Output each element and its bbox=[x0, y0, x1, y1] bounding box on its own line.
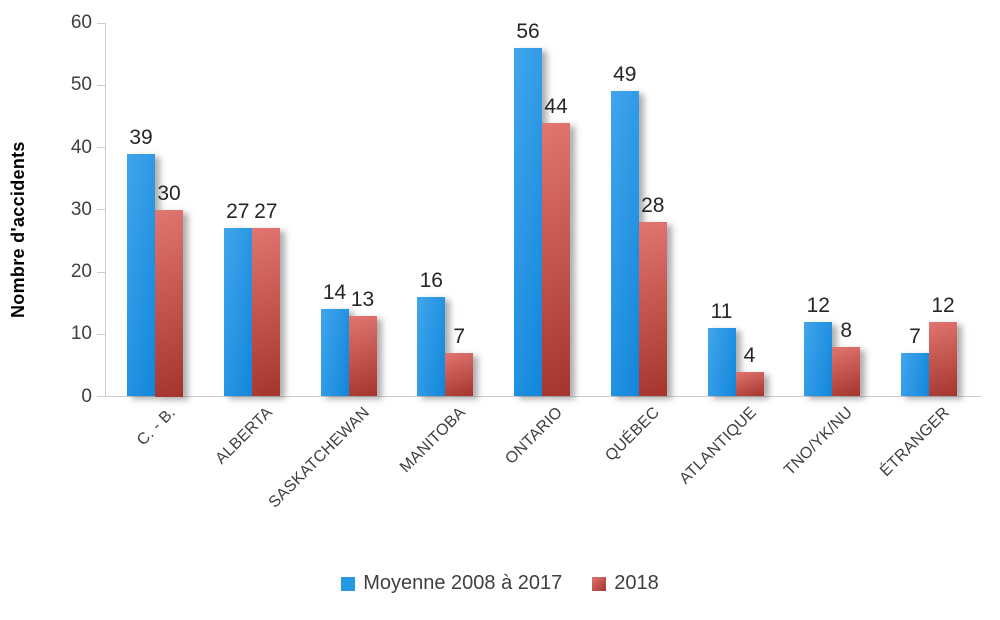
bar-2018 bbox=[832, 346, 861, 397]
x-axis-label: ÉTRANGER bbox=[877, 404, 954, 481]
bar-moyenne-2008-2017 bbox=[804, 321, 833, 397]
value-label: 56 bbox=[516, 19, 540, 43]
y-tick-label: 50 bbox=[70, 74, 92, 96]
legend-swatch-2018 bbox=[592, 576, 607, 591]
y-axis-line bbox=[105, 23, 106, 397]
y-axis-tick bbox=[97, 22, 105, 24]
bar-2018 bbox=[929, 321, 957, 397]
y-axis-title: Nombre d'accidents bbox=[8, 141, 28, 318]
legend-item: 2018 bbox=[592, 572, 659, 595]
value-label: 7 bbox=[453, 324, 466, 348]
value-label: 44 bbox=[544, 94, 568, 118]
bar-2018 bbox=[348, 315, 377, 397]
x-axis-label: ALBERTA bbox=[212, 404, 276, 468]
y-axis-tick bbox=[97, 396, 105, 397]
y-tick-label: 20 bbox=[70, 261, 92, 282]
value-label: 30 bbox=[157, 181, 181, 205]
legend-swatch-moyenne bbox=[341, 576, 356, 591]
value-label: 7 bbox=[909, 324, 921, 348]
x-axis-label: SASKATCHEWAN bbox=[265, 404, 373, 512]
value-label: 28 bbox=[641, 194, 665, 218]
y-axis-tick bbox=[97, 271, 105, 273]
bar-moyenne-2008-2017 bbox=[514, 47, 542, 397]
legend-label: Moyenne 2008 à 2017 bbox=[363, 572, 563, 594]
value-label: 8 bbox=[840, 318, 853, 342]
x-axis-label: ATLANTIQUE bbox=[675, 404, 760, 488]
bar-2018 bbox=[638, 222, 667, 397]
legend-item: Moyenne 2008 à 2017 bbox=[341, 572, 562, 595]
bar-moyenne-2008-2017 bbox=[901, 352, 929, 397]
bar-2018 bbox=[251, 228, 280, 397]
legend-label: 2018 bbox=[614, 572, 659, 594]
x-axis-line bbox=[105, 396, 981, 397]
x-axis-label: ONTARIO bbox=[502, 404, 567, 468]
x-axis-label: MANITOBA bbox=[397, 404, 470, 477]
bar-moyenne-2008-2017 bbox=[320, 309, 349, 397]
bar-2018 bbox=[735, 371, 764, 397]
bar-moyenne-2008-2017 bbox=[223, 228, 252, 397]
y-axis-tick bbox=[97, 84, 105, 86]
value-label: 14 bbox=[322, 281, 347, 305]
value-label: 13 bbox=[350, 287, 375, 311]
y-tick-label: 30 bbox=[70, 198, 92, 220]
value-label: 12 bbox=[806, 293, 830, 317]
y-tick-label: 40 bbox=[70, 136, 92, 158]
y-axis-tick bbox=[97, 209, 105, 211]
value-label: 4 bbox=[743, 343, 756, 367]
y-tick-label: 10 bbox=[70, 323, 92, 345]
value-label: 27 bbox=[226, 200, 250, 224]
bar-moyenne-2008-2017 bbox=[610, 91, 639, 397]
value-label: 11 bbox=[710, 300, 733, 324]
bar-moyenne-2008-2017 bbox=[707, 328, 736, 397]
y-axis-tick bbox=[97, 333, 105, 335]
y-axis-tick bbox=[97, 147, 105, 148]
y-tick-label: 60 bbox=[70, 12, 92, 33]
bar-2018 bbox=[155, 209, 183, 397]
legend: Moyenne 2008 à 2017 2018 bbox=[0, 572, 1000, 595]
value-label: 27 bbox=[254, 200, 278, 224]
bar-2018 bbox=[445, 352, 474, 397]
y-tick-label: 0 bbox=[81, 385, 92, 407]
value-label: 12 bbox=[931, 293, 955, 317]
value-label: 39 bbox=[129, 125, 153, 149]
x-axis-label: C. - B. bbox=[133, 404, 180, 450]
x-axis-label: TNO/YK/NU bbox=[781, 404, 857, 479]
bar-moyenne-2008-2017 bbox=[127, 153, 155, 397]
x-axis-label: QUÉBEC bbox=[602, 404, 663, 465]
bar-2018 bbox=[542, 122, 570, 397]
value-label: 49 bbox=[613, 63, 637, 87]
bar-moyenne-2008-2017 bbox=[417, 296, 446, 397]
value-label: 16 bbox=[419, 268, 443, 292]
